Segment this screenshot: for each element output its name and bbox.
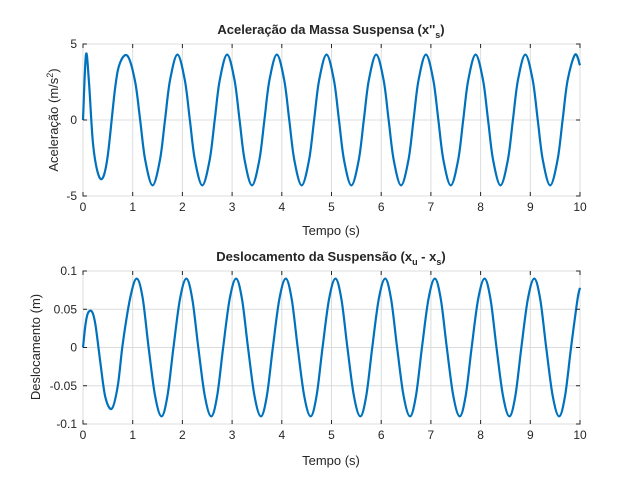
acceleration-y-axis-label: Aceleração (m/s2) (45, 68, 61, 171)
acceleration-x-tick-label: 10 (573, 200, 587, 214)
displacement-x-axis-label: Tempo (s) (302, 453, 360, 468)
displacement-y-tick-label: 0 (70, 341, 77, 355)
acceleration-x-tick-label: 7 (428, 200, 435, 214)
acceleration-x-tick-label: 3 (229, 200, 236, 214)
acceleration-x-tick-label: 4 (278, 200, 285, 214)
displacement-x-tick-label: 10 (573, 428, 587, 442)
acceleration-chart: Aceleração da Massa Suspensa (x''s) Temp… (45, 22, 587, 238)
displacement-y-tick-label: 0.05 (54, 302, 78, 316)
acceleration-x-tick-label: 2 (179, 200, 186, 214)
acceleration-x-tick-label: 6 (378, 200, 385, 214)
acceleration-x-tick-label: 8 (477, 200, 484, 214)
displacement-series-line (81, 277, 582, 418)
displacement-x-tick-label: 2 (179, 428, 186, 442)
displacement-x-tick-label: 3 (229, 428, 236, 442)
displacement-y-tick-label: -0.1 (56, 417, 77, 431)
displacement-y-tick-label: 0.1 (60, 264, 77, 278)
acceleration-y-tick-label: 0 (70, 113, 77, 127)
acceleration-ticks: 0 1 2 3 4 5 6 7 8 9 10-505 (66, 37, 587, 214)
displacement-x-tick-label: 5 (328, 428, 335, 442)
displacement-chart: Deslocamento da Suspensão (xu - xs) Temp… (28, 249, 587, 468)
displacement-y-axis-label: Deslocamento (m) (28, 294, 43, 400)
displacement-x-tick-label: 0 (80, 428, 87, 442)
acceleration-x-axis-label: Tempo (s) (302, 223, 360, 238)
displacement-x-tick-label: 7 (428, 428, 435, 442)
displacement-x-tick-label: 1 (129, 428, 136, 442)
displacement-x-tick-label: 4 (278, 428, 285, 442)
acceleration-x-tick-label: 5 (328, 200, 335, 214)
displacement-x-tick-label: 8 (477, 428, 484, 442)
acceleration-x-tick-label: 9 (527, 200, 534, 214)
acceleration-y-tick-label: 5 (70, 37, 77, 51)
displacement-ticks: 0 1 2 3 4 5 6 7 8 9 10 -0.1 -0.05 0 0.05 0.1 (50, 264, 587, 442)
displacement-chart-title: Deslocamento da Suspensão (xu - xs) (216, 249, 445, 267)
acceleration-chart-title: Aceleração da Massa Suspensa (x''s) (217, 22, 444, 40)
acceleration-x-tick-label: 1 (129, 200, 136, 214)
displacement-y-tick-label: -0.05 (50, 379, 78, 393)
displacement-x-tick-label: 6 (378, 428, 385, 442)
acceleration-x-tick-label: 0 (80, 200, 87, 214)
acceleration-series-line (81, 52, 582, 187)
acceleration-y-tick-label: -5 (66, 189, 77, 203)
displacement-x-tick-label: 9 (527, 428, 534, 442)
